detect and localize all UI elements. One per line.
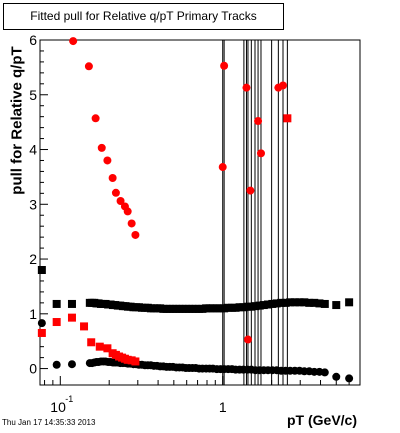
data-point [283, 114, 292, 123]
data-point [310, 298, 319, 307]
x-axis-label: pT (GeV/c) [287, 412, 358, 428]
data-point [111, 188, 120, 197]
data-point [247, 302, 256, 311]
data-point [320, 299, 329, 308]
data-point [95, 342, 104, 351]
data-point [268, 299, 277, 308]
data-point [264, 300, 273, 309]
data-point [315, 299, 324, 308]
data-point [220, 61, 229, 70]
data-point [127, 219, 136, 228]
timestamp-footer: Thu Jan 17 14:35:33 2013 [2, 418, 96, 427]
data-point [242, 83, 251, 92]
data-point [87, 338, 96, 347]
data-point [37, 266, 46, 274]
data-point [300, 298, 309, 307]
x-tick-label: 1 [219, 399, 227, 415]
data-point [246, 186, 255, 195]
data-point [286, 298, 295, 307]
data-point [52, 318, 61, 327]
data-point [277, 298, 286, 307]
data-points [37, 37, 354, 383]
data-point [123, 207, 132, 216]
data-point [332, 372, 341, 381]
data-point [108, 174, 117, 182]
y-tick-label: 3 [29, 196, 37, 212]
data-point [131, 230, 140, 239]
data-point [131, 357, 140, 366]
data-point [345, 374, 354, 383]
data-point [254, 117, 263, 126]
y-tick-label: 4 [29, 142, 37, 158]
data-point [37, 319, 46, 328]
data-point [52, 360, 61, 369]
data-point [67, 299, 76, 308]
data-point [295, 298, 304, 307]
data-point [345, 298, 354, 307]
data-point [320, 368, 329, 377]
data-point [256, 149, 265, 158]
x-tick-label-exponent: -1 [65, 394, 73, 404]
data-point [290, 298, 299, 307]
vertical-lines [222, 40, 288, 385]
data-point [69, 37, 78, 46]
data-point [97, 143, 106, 152]
data-point [281, 298, 290, 307]
data-point [80, 322, 89, 331]
y-tick-label: 1 [29, 306, 37, 322]
data-point [116, 197, 125, 205]
y-tick-label: 0 [29, 361, 37, 377]
axis-ticks [40, 39, 361, 385]
data-point [239, 303, 248, 312]
chart-title: Fitted pull for Relative q/pT Primary Tr… [3, 3, 284, 30]
data-point [84, 62, 93, 71]
data-point [52, 299, 61, 308]
data-point [220, 304, 229, 313]
data-point [251, 302, 260, 311]
y-tick-label: 5 [29, 87, 37, 103]
data-point [218, 163, 227, 172]
y-tick-label: 2 [29, 251, 37, 267]
data-point [279, 81, 288, 90]
data-point [103, 156, 112, 165]
data-point [272, 299, 281, 308]
data-point [103, 344, 112, 353]
data-point [305, 298, 314, 307]
data-point [255, 301, 264, 310]
x-tick-label: 10 [50, 399, 66, 415]
plot-frame [39, 39, 361, 386]
data-point [67, 313, 76, 322]
data-point [259, 301, 268, 310]
data-point [37, 328, 46, 337]
data-point [91, 114, 100, 123]
data-point [332, 301, 341, 310]
data-point [67, 360, 76, 369]
tick-labels: 0 1 2 3 4 5 6 10 -1 1 [29, 32, 227, 415]
y-tick-label: 6 [29, 32, 37, 48]
data-point [243, 335, 252, 344]
